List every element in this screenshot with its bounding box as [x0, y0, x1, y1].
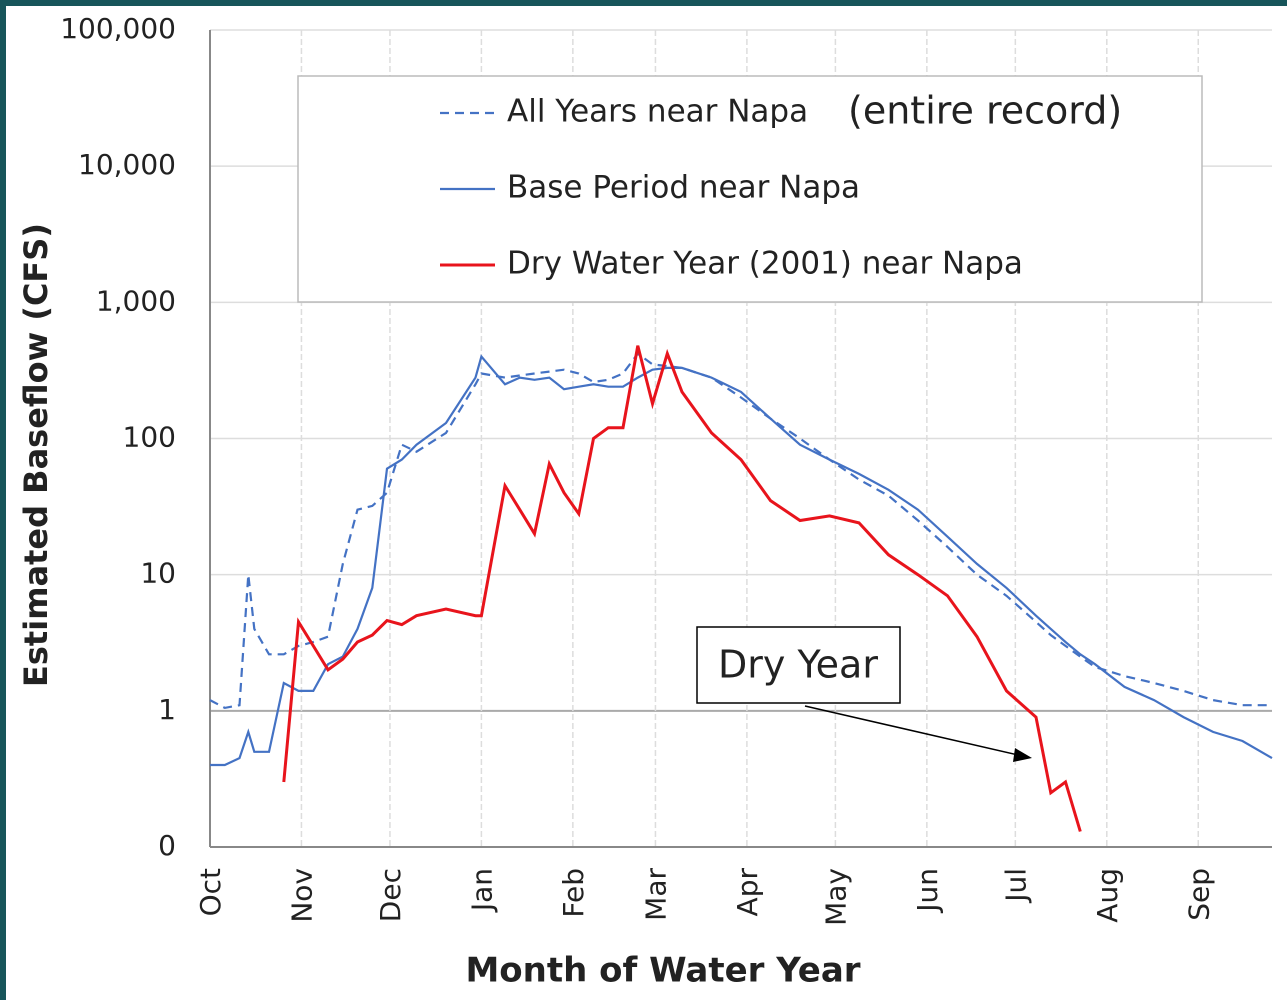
x-tick-label: Jan [465, 868, 498, 913]
lines [209, 345, 1273, 832]
x-tick-label: Nov [285, 868, 318, 923]
y-axis-label: Estimated Baseflow (CFS) [17, 223, 55, 687]
x-tick-label: Apr [731, 868, 764, 917]
legend-label: Base Period near Napa [507, 170, 860, 206]
legend-label: All Years near Napa [507, 94, 808, 130]
legend-label: Dry Water Year (2001) near Napa [507, 246, 1023, 282]
y-tick-label: 100 [123, 421, 176, 454]
y-tick-label: 1 [158, 693, 176, 726]
annotation: Dry Year [718, 643, 878, 687]
x-tick-label: Aug [1091, 868, 1124, 923]
x-tick-label: Mar [639, 868, 672, 921]
y-tick-label: 100,000 [60, 12, 176, 45]
y-tick-label: 10 [140, 557, 176, 590]
legend-entries: All Years near Napa Base Period near Napa… [440, 94, 1023, 282]
x-tick-label: Jun [911, 868, 944, 914]
x-tick-label: Jul [999, 868, 1032, 904]
annotation: (entire record) [848, 89, 1122, 133]
x-axis-label: Month of Water Year [465, 951, 860, 991]
annotation-box [696, 626, 901, 704]
y-tick-label: 1,000 [96, 284, 176, 317]
annotation-arrow [804, 705, 1019, 756]
arrow-head [1013, 748, 1032, 762]
x-tick-label: Sep [1182, 868, 1215, 921]
series-line [282, 345, 1082, 832]
x-tick-label: Oct [194, 868, 227, 916]
series-line [209, 352, 1272, 710]
y-tick-label: 0 [158, 829, 176, 862]
x-tick-label: Dec [374, 868, 407, 922]
x-tick-label: May [819, 868, 852, 926]
grid: 0 1 10 100 1,000 10,000 100,000 Oct Nov Dec Jan Feb… [60, 12, 1272, 926]
y-tick-label: 10,000 [78, 148, 176, 181]
x-tick-label: Feb [557, 868, 590, 918]
